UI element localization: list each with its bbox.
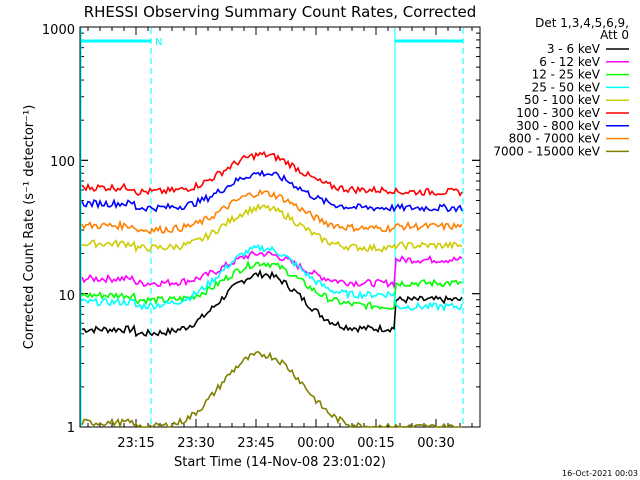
series-line — [81, 169, 463, 213]
legend-label: 300 - 800 keV — [516, 119, 600, 133]
legend-header: Det 1,3,4,5,6,9, — [535, 16, 629, 30]
legend-label: 100 - 300 keV — [516, 106, 600, 120]
series-line — [81, 188, 463, 235]
series-line — [81, 268, 463, 338]
y-tick-label: 1000 — [42, 23, 75, 38]
y-axis-label: Corrected Count Rate (s⁻¹ detector⁻¹) — [22, 105, 37, 350]
chart-title: RHESSI Observing Summary Count Rates, Co… — [84, 3, 477, 21]
series-line — [81, 350, 462, 429]
y-tick-label: 100 — [50, 155, 75, 170]
series-line — [81, 150, 463, 198]
x-tick-label: 23:30 — [177, 436, 214, 451]
legend-label: 12 - 25 keV — [532, 68, 601, 82]
series-line — [81, 250, 463, 290]
x-axis-label: Start Time (14-Nov-08 23:01:02) — [174, 455, 386, 470]
series-line — [81, 259, 463, 311]
x-tick-label: 00:15 — [357, 436, 394, 451]
series-line — [81, 243, 463, 312]
legend-label: 800 - 7000 keV — [509, 132, 601, 146]
x-tick-label: 23:15 — [117, 436, 154, 451]
legend-label: 3 - 6 keV — [547, 42, 601, 56]
legend-label: 25 - 50 keV — [532, 80, 601, 94]
series-group — [81, 150, 463, 429]
night-flag-label: N — [155, 37, 162, 48]
series-line — [81, 202, 463, 254]
x-tick-label: 00:30 — [417, 436, 454, 451]
x-tick-label: 00:00 — [297, 436, 334, 451]
footer-timestamp: 16-Oct-2021 00:03 — [562, 469, 638, 478]
legend-header: Att 0 — [600, 28, 629, 42]
legend-label: 7000 - 15000 keV — [493, 144, 600, 158]
legend-label: 6 - 12 keV — [539, 55, 601, 69]
x-tick-label: 23:45 — [237, 436, 274, 451]
y-tick-label: 1 — [67, 421, 75, 436]
y-tick-label: 10 — [58, 289, 75, 304]
legend-label: 50 - 100 keV — [524, 93, 601, 107]
